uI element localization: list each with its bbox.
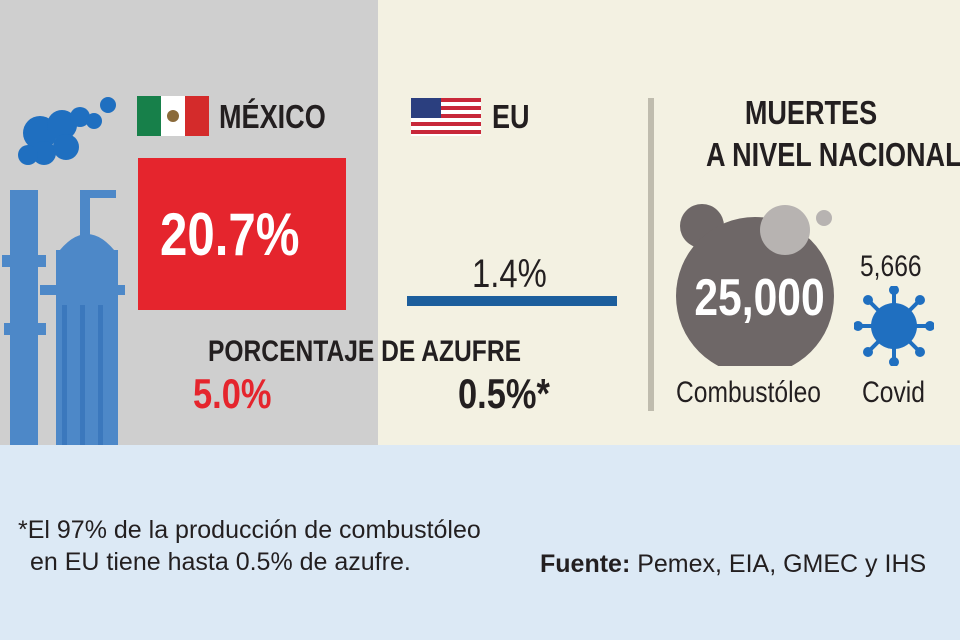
fuel-oil-label: Combustóleo: [676, 376, 821, 409]
covid-label: Covid: [862, 376, 925, 409]
us-flag-icon: [411, 98, 481, 136]
sulfur-title: PORCENTAJE DE AZUFRE: [208, 335, 521, 368]
source-text: Pemex, EIA, GMEC y IHS: [630, 550, 927, 578]
refinery-icon: [2, 97, 125, 445]
footnote: *El 97% de la producción de combustóleo …: [18, 514, 481, 578]
notes-panel: [0, 445, 960, 640]
us-share-value: 1.4%: [472, 252, 547, 296]
source-label: Fuente:: [540, 550, 631, 578]
source: Fuente: Pemex, EIA, GMEC y IHS: [540, 550, 926, 579]
covid-deaths-value: 5,666: [860, 250, 922, 283]
mexico-flag-icon: [137, 96, 209, 136]
smoke-cloud-icon: [676, 204, 834, 366]
mexico-label: MÉXICO: [219, 98, 326, 135]
footnote-line-2: en EU tiene hasta 0.5% de azufre.: [30, 548, 411, 576]
footnote-line-1: *El 97% de la producción de combustóleo: [18, 516, 481, 544]
us-label: EU: [492, 98, 530, 135]
divider: [648, 98, 654, 411]
fuel-oil-deaths-value: 25,000: [694, 269, 825, 327]
virus-icon: [854, 286, 934, 366]
us-share-bar: [407, 296, 617, 306]
mexico-share-bar: [138, 158, 346, 310]
deaths-title: MUERTES A NIVEL NACIONAL: [706, 94, 960, 173]
mexico-sulfur-value: 5.0%: [193, 370, 272, 417]
right-panel: [378, 0, 960, 445]
mexico-share-value: 20.7%: [160, 201, 300, 268]
us-sulfur-value: 0.5%*: [458, 370, 550, 417]
